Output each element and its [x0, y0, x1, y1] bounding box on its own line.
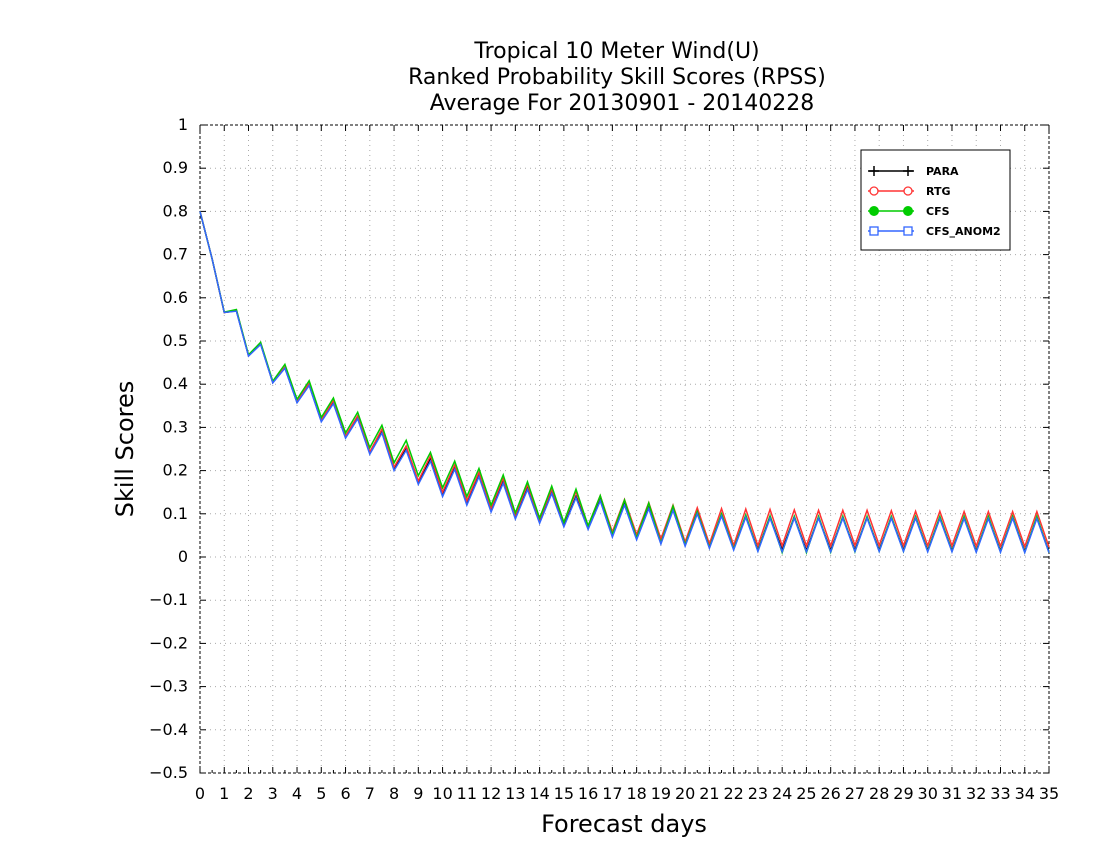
y-tick-label: 0.8	[163, 201, 188, 220]
legend-marker-plus	[869, 166, 879, 176]
y-tick-label: 0.9	[163, 158, 188, 177]
x-tick-label: 4	[292, 784, 302, 803]
x-tick-label: 33	[990, 784, 1010, 803]
x-tick-label: 15	[554, 784, 574, 803]
x-tick-label: 14	[529, 784, 549, 803]
y-tick-label: 0.5	[163, 331, 188, 350]
legend-marker-square	[903, 226, 913, 236]
x-tick-label: 22	[723, 784, 743, 803]
series-line-rtg	[199, 211, 1050, 549]
y-tick-label: 0.2	[163, 461, 188, 480]
x-tick-label: 2	[243, 784, 253, 803]
x-tick-label: 1	[219, 784, 229, 803]
x-tick-label: 29	[893, 784, 913, 803]
x-tick-label: 12	[481, 784, 501, 803]
legend-marker-circle	[903, 186, 913, 196]
x-tick-label: 21	[699, 784, 719, 803]
y-tick-label: 0.3	[163, 417, 188, 436]
x-tick-label: 9	[413, 784, 423, 803]
y-tick-label: −0.1	[149, 590, 188, 609]
y-tick-label: −0.2	[149, 633, 188, 652]
y-tick-label: 0	[178, 547, 188, 566]
x-tick-label: 5	[316, 784, 326, 803]
x-tick-label: 32	[966, 784, 986, 803]
x-tick-label: 27	[845, 784, 865, 803]
chart-title: Tropical 10 Meter Wind(U) Ranked Probabi…	[408, 39, 826, 116]
x-tick-label: 28	[869, 784, 889, 803]
x-tick-label: 20	[675, 784, 695, 803]
legend-marker-dot	[903, 206, 913, 216]
x-tick-label: 25	[796, 784, 816, 803]
x-tick-label: 23	[748, 784, 768, 803]
y-tick-label: −0.5	[149, 763, 188, 782]
legend-marker-square	[869, 226, 879, 236]
x-tick-label: 13	[505, 784, 525, 803]
x-tick-label: 34	[1015, 784, 1035, 803]
series-group	[199, 211, 1050, 556]
y-tick-label: 1	[178, 115, 188, 134]
legend-marker-plus	[903, 166, 913, 176]
x-tick-label: 17	[602, 784, 622, 803]
series-line-cfs	[199, 211, 1050, 556]
x-tick-label: 19	[651, 784, 671, 803]
series-line-cfs-anom2	[199, 211, 1050, 555]
x-tick-label: 10	[432, 784, 452, 803]
y-tick-label: 0.7	[163, 245, 188, 264]
x-tick-label: 0	[195, 784, 205, 803]
y-tick-label: 0.1	[163, 504, 188, 523]
grid	[200, 125, 1049, 773]
x-tick-label: 6	[340, 784, 350, 803]
y-axis: −0.5 −0.4 −0.3 −0.2 −0.1 0 0.1 0.2 0.3 0.4 0.5 0.6 0…	[149, 115, 1049, 782]
x-tick-label: 16	[578, 784, 598, 803]
legend-label-cfs-anom2: CFS_ANOM2	[926, 225, 1001, 238]
legend-label-para: PARA	[926, 165, 959, 178]
legend-label-cfs: CFS	[926, 205, 950, 218]
y-tick-label: 0.4	[163, 374, 188, 393]
y-axis-label: Skill Scores	[111, 381, 139, 518]
x-tick-label: 26	[821, 784, 841, 803]
legend-box	[860, 149, 1011, 251]
chart-title-line-3: Average For 20130901 - 20140228	[430, 91, 815, 116]
legend: PARA RTG CFS CFS_ANOM2	[860, 149, 1011, 251]
x-tick-label: 8	[389, 784, 399, 803]
x-tick-label: 35	[1039, 784, 1059, 803]
x-axis: 0 1 2 3 4 5 6 7 8 9 10 11 12 13 14 15 16 17 18 19 20 21 22 23 24…	[195, 125, 1059, 803]
x-tick-label: 7	[365, 784, 375, 803]
y-tick-label: −0.3	[149, 677, 188, 696]
x-tick-label: 18	[626, 784, 646, 803]
x-tick-label: 31	[942, 784, 962, 803]
chart-title-line-2: Ranked Probability Skill Scores (RPSS)	[408, 65, 826, 90]
x-tick-label: 24	[772, 784, 792, 803]
chart-title-line-1: Tropical 10 Meter Wind(U)	[473, 39, 759, 64]
legend-marker-circle	[869, 186, 879, 196]
x-tick-label: 30	[918, 784, 938, 803]
x-tick-label: 3	[268, 784, 278, 803]
legend-label-rtg: RTG	[926, 185, 951, 198]
y-tick-label: 0.6	[163, 288, 188, 307]
legend-marker-dot	[869, 206, 879, 216]
x-axis-label: Forecast days	[541, 810, 707, 838]
x-tick-label: 11	[457, 784, 477, 803]
y-tick-label: −0.4	[149, 720, 188, 739]
